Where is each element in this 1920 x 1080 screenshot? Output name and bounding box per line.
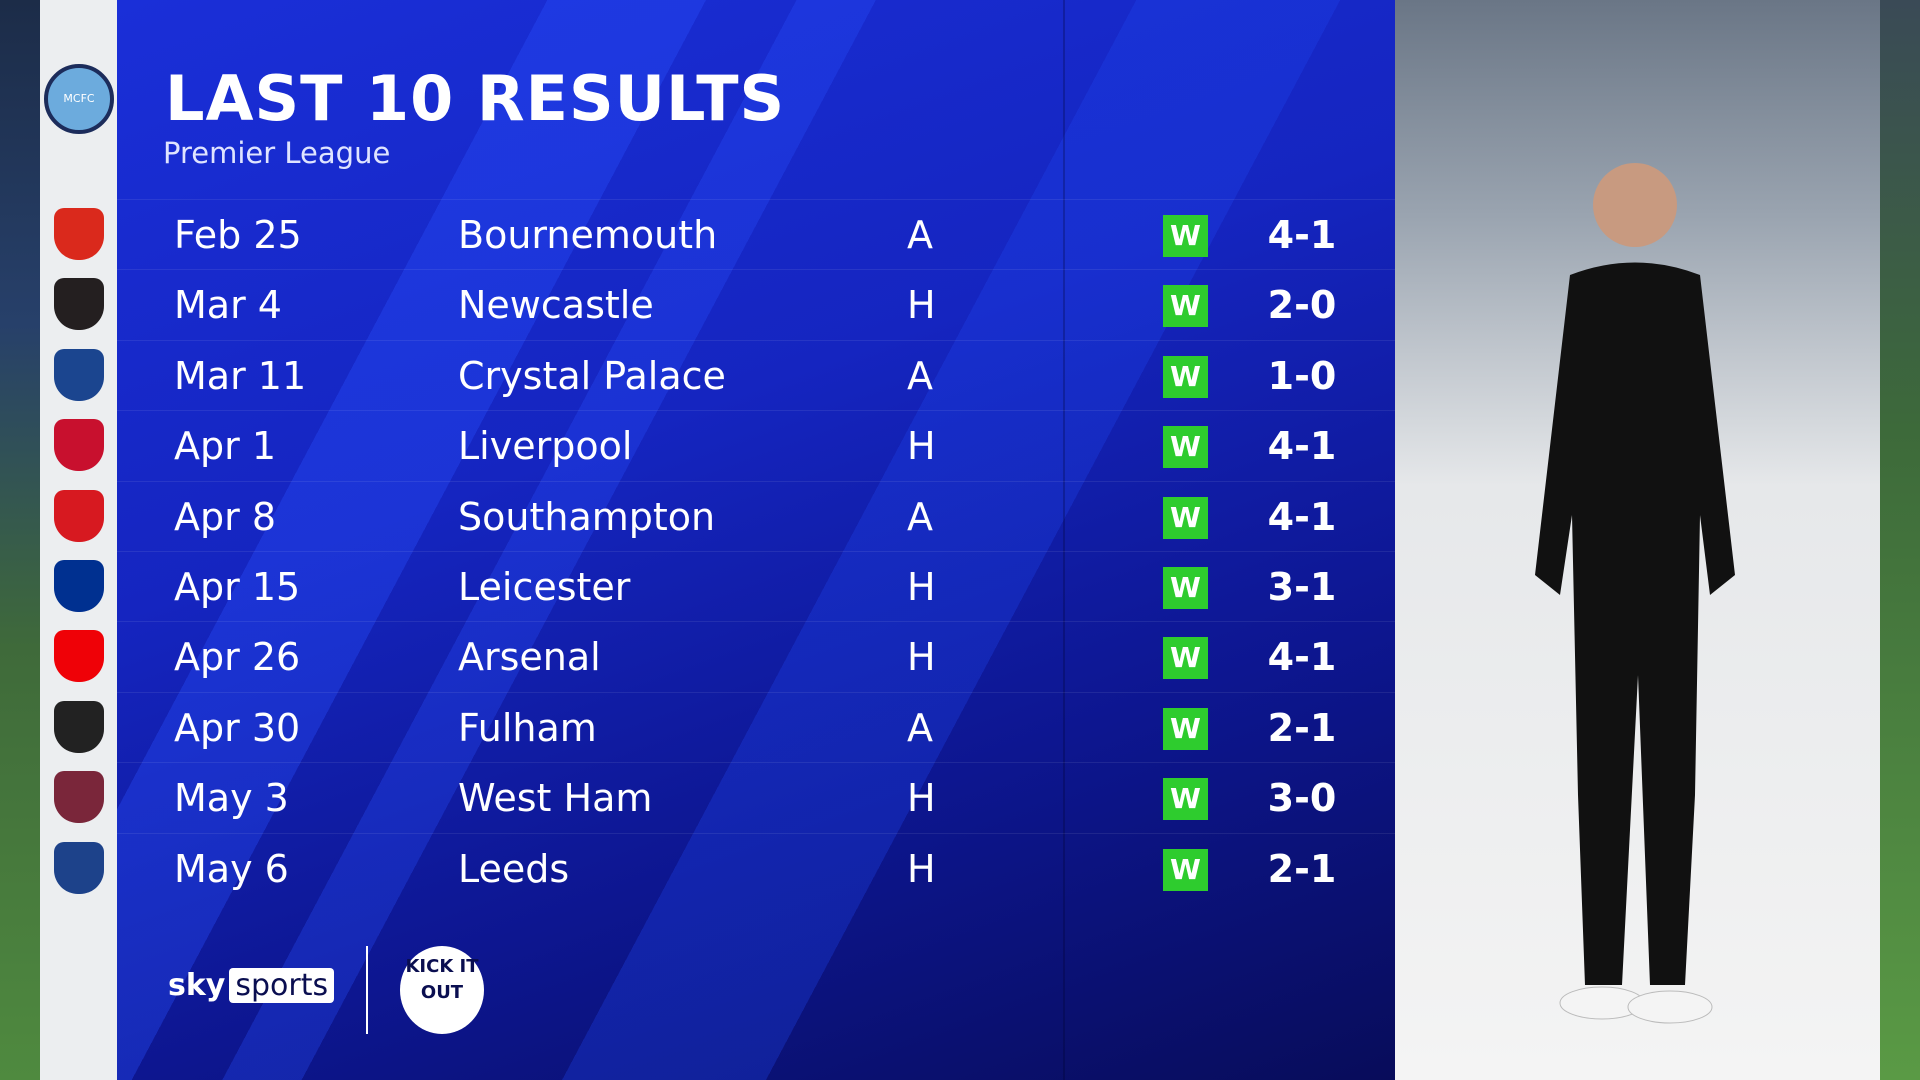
result-badge: W bbox=[1163, 848, 1208, 891]
venue: H bbox=[907, 776, 936, 821]
score: 3-0 bbox=[1267, 776, 1337, 821]
score: 2-1 bbox=[1267, 705, 1337, 750]
venue: H bbox=[907, 565, 936, 609]
column-divider bbox=[1063, 0, 1065, 1080]
venue: A bbox=[907, 494, 933, 539]
opponent-crest-icon bbox=[54, 419, 104, 472]
opponent-name: Leeds bbox=[458, 846, 570, 891]
result-row: Apr 26 Arsenal H W 4-1 bbox=[117, 621, 1395, 691]
result-badge: W bbox=[1163, 355, 1208, 398]
manager-figure bbox=[1535, 163, 1735, 1024]
opponent-crest-icon bbox=[54, 700, 104, 753]
opponent-name: Bournemouth bbox=[458, 213, 718, 257]
opponent-crest-icon bbox=[54, 771, 104, 824]
stadium-background-right bbox=[1880, 0, 1920, 1080]
stadium-background-left bbox=[0, 0, 40, 1080]
results-panel: LAST 10 RESULTS Premier League Feb 25 Bo… bbox=[117, 0, 1395, 1080]
venue: H bbox=[907, 424, 936, 469]
opponent-name: Southampton bbox=[458, 494, 716, 539]
score: 2-1 bbox=[1267, 846, 1337, 891]
kick-it-out-text: KICK IT OUT bbox=[405, 956, 479, 1003]
opponent-crest-icon bbox=[54, 841, 104, 894]
result-row: Feb 25 Bournemouth A W 4-1 bbox=[117, 199, 1395, 269]
sky-wordmark: sky bbox=[168, 968, 226, 1003]
result-row: Apr 8 Southampton A W 4-1 bbox=[117, 480, 1395, 551]
opponent-name: Leicester bbox=[458, 565, 631, 609]
opponent-name: Crystal Palace bbox=[458, 353, 726, 398]
logo-separator bbox=[366, 946, 368, 1034]
result-badge: W bbox=[1163, 496, 1208, 539]
score: 4-1 bbox=[1267, 494, 1337, 539]
score: 4-1 bbox=[1267, 635, 1337, 680]
venue: H bbox=[907, 635, 936, 680]
score: 1-0 bbox=[1267, 353, 1337, 398]
opponent-crest-icon bbox=[54, 348, 104, 401]
match-date: Apr 1 bbox=[174, 424, 276, 469]
result-badge: W bbox=[1163, 215, 1208, 257]
opponent-name: West Ham bbox=[458, 776, 653, 821]
score: 4-1 bbox=[1267, 424, 1337, 469]
score: 3-1 bbox=[1267, 565, 1337, 609]
result-badge: W bbox=[1163, 285, 1208, 328]
result-row: Mar 4 Newcastle H W 2-0 bbox=[117, 269, 1395, 339]
opponent-crest-icon bbox=[54, 278, 104, 331]
kick-it-out-logo: KICK IT OUT bbox=[400, 946, 484, 1034]
sports-wordmark: sports bbox=[229, 968, 335, 1003]
venue: A bbox=[907, 705, 933, 750]
manager-photo bbox=[1395, 0, 1880, 1080]
venue: A bbox=[907, 213, 933, 257]
match-date: Apr 8 bbox=[174, 494, 276, 539]
match-date: Apr 15 bbox=[174, 565, 301, 609]
result-badge: W bbox=[1163, 567, 1208, 609]
opponent-crest-icon bbox=[54, 630, 104, 683]
result-row: Apr 1 Liverpool H W 4-1 bbox=[117, 410, 1395, 480]
match-date: May 6 bbox=[174, 846, 289, 891]
match-date: Mar 11 bbox=[174, 353, 307, 398]
result-row: Mar 11 Crystal Palace A W 1-0 bbox=[117, 339, 1395, 410]
page-title: LAST 10 RESULTS bbox=[165, 62, 786, 135]
venue: H bbox=[907, 283, 936, 328]
score: 2-0 bbox=[1267, 283, 1337, 328]
match-date: Feb 25 bbox=[174, 213, 302, 257]
result-badge: W bbox=[1163, 426, 1208, 469]
match-date: Apr 30 bbox=[174, 705, 301, 750]
result-badge: W bbox=[1163, 778, 1208, 821]
result-badge: W bbox=[1163, 707, 1208, 750]
sky-sports-logo: sky sports bbox=[168, 968, 335, 1003]
competition-subtitle: Premier League bbox=[163, 136, 391, 170]
opponent-crest-icon bbox=[54, 208, 104, 260]
opponent-name: Fulham bbox=[458, 705, 597, 750]
opponent-name: Newcastle bbox=[458, 283, 654, 328]
result-row: Apr 15 Leicester H W 3-1 bbox=[117, 551, 1395, 621]
opponent-crest-icon bbox=[54, 560, 104, 612]
opponent-name: Liverpool bbox=[458, 424, 633, 469]
result-row: May 6 Leeds H W 2-1 bbox=[117, 832, 1395, 903]
match-date: May 3 bbox=[174, 776, 289, 821]
result-row: May 3 West Ham H W 3-0 bbox=[117, 762, 1395, 832]
result-badge: W bbox=[1163, 637, 1208, 680]
opponent-name: Arsenal bbox=[458, 635, 601, 680]
score: 4-1 bbox=[1267, 213, 1337, 257]
venue: A bbox=[907, 353, 933, 398]
match-date: Apr 26 bbox=[174, 635, 301, 680]
venue: H bbox=[907, 846, 936, 891]
opponent-crest-icon bbox=[54, 489, 104, 542]
match-date: Mar 4 bbox=[174, 283, 282, 328]
team-crest-man-city: MCFC bbox=[44, 64, 114, 134]
result-row: Apr 30 Fulham A W 2-1 bbox=[117, 691, 1395, 762]
